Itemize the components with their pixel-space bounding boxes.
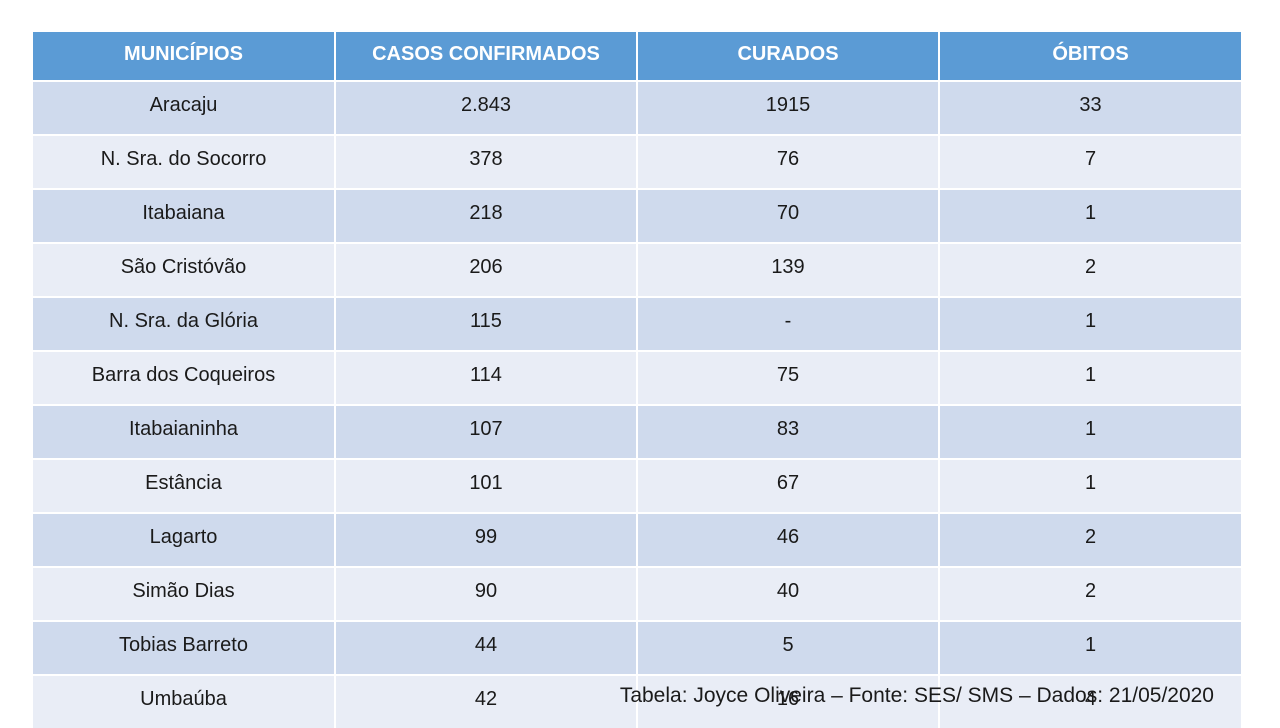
casos-cell: 42 xyxy=(334,674,638,728)
municipio-cell: Aracaju xyxy=(33,80,336,136)
table-source-caption: Tabela: Joyce Oliveira – Fonte: SES/ SMS… xyxy=(619,684,1214,707)
table-row: Itabaiana 218 70 1 xyxy=(33,188,1241,244)
municipio-cell: São Cristóvão xyxy=(33,242,336,298)
casos-cell: 101 xyxy=(334,458,638,514)
table-row: N. Sra. da Glória 115 - 1 xyxy=(33,296,1241,352)
curados-cell: 16 xyxy=(636,674,940,728)
obitos-cell: 1 xyxy=(938,188,1241,244)
table-row: Estância 101 67 1 xyxy=(33,458,1241,514)
municipio-cell: Estância xyxy=(33,458,336,514)
casos-cell: 114 xyxy=(334,350,638,406)
table-row: Tobias Barreto 44 5 1 xyxy=(33,620,1241,676)
casos-cell: 115 xyxy=(334,296,638,352)
table-row: Aracaju 2.843 1915 33 xyxy=(33,80,1241,136)
casos-cell: 99 xyxy=(334,512,638,568)
obitos-cell: 33 xyxy=(938,80,1241,136)
header-casos-confirmados: CASOS CONFIRMADOS xyxy=(334,32,638,82)
curados-cell: 70 xyxy=(636,188,940,244)
obitos-cell: 2 xyxy=(938,242,1241,298)
casos-cell: 218 xyxy=(334,188,638,244)
obitos-cell: 1 xyxy=(938,404,1241,460)
municipio-cell: Lagarto xyxy=(33,512,336,568)
casos-cell: 90 xyxy=(334,566,638,622)
table-row: N. Sra. do Socorro 378 76 7 xyxy=(33,134,1241,190)
casos-cell: 44 xyxy=(334,620,638,676)
table-row: Barra dos Coqueiros 114 75 1 xyxy=(33,350,1241,406)
obitos-cell: 1 xyxy=(938,350,1241,406)
header-curados: CURADOS xyxy=(636,32,940,82)
table-row: São Cristóvão 206 139 2 xyxy=(33,242,1241,298)
casos-cell: 107 xyxy=(334,404,638,460)
casos-cell: 378 xyxy=(334,134,638,190)
curados-cell: 76 xyxy=(636,134,940,190)
obitos-cell: 2 xyxy=(938,512,1241,568)
curados-cell: 83 xyxy=(636,404,940,460)
curados-cell: 67 xyxy=(636,458,940,514)
covid-cases-table: MUNICÍPIOS CASOS CONFIRMADOS CURADOS ÓBI… xyxy=(33,32,1241,728)
curados-cell: 46 xyxy=(636,512,940,568)
obitos-cell: 1 xyxy=(938,296,1241,352)
casos-cell: 206 xyxy=(334,242,638,298)
table-row: Simão Dias 90 40 2 xyxy=(33,566,1241,622)
curados-cell: 139 xyxy=(636,242,940,298)
header-obitos: ÓBITOS xyxy=(938,32,1241,82)
municipio-cell: Umbaúba xyxy=(33,674,336,728)
casos-cell: 2.843 xyxy=(334,80,638,136)
curados-cell: 5 xyxy=(636,620,940,676)
curados-cell: - xyxy=(636,296,940,352)
table-row: Itabaianinha 107 83 1 xyxy=(33,404,1241,460)
municipio-cell: N. Sra. da Glória xyxy=(33,296,336,352)
header-municipios: MUNICÍPIOS xyxy=(33,32,336,82)
obitos-cell: 2 xyxy=(938,566,1241,622)
municipio-cell: Itabaianinha xyxy=(33,404,336,460)
municipio-cell: Simão Dias xyxy=(33,566,336,622)
curados-cell: 1915 xyxy=(636,80,940,136)
table-row: Umbaúba 42 16 4 xyxy=(33,674,1241,728)
curados-cell: 75 xyxy=(636,350,940,406)
obitos-cell: 1 xyxy=(938,458,1241,514)
curados-cell: 40 xyxy=(636,566,940,622)
table-row: Lagarto 99 46 2 xyxy=(33,512,1241,568)
obitos-cell: 1 xyxy=(938,620,1241,676)
municipio-cell: Itabaiana xyxy=(33,188,336,244)
obitos-cell: 4 xyxy=(938,674,1241,728)
municipio-cell: Tobias Barreto xyxy=(33,620,336,676)
obitos-cell: 7 xyxy=(938,134,1241,190)
municipio-cell: N. Sra. do Socorro xyxy=(33,134,336,190)
table-header-row: MUNICÍPIOS CASOS CONFIRMADOS CURADOS ÓBI… xyxy=(33,32,1241,82)
municipio-cell: Barra dos Coqueiros xyxy=(33,350,336,406)
